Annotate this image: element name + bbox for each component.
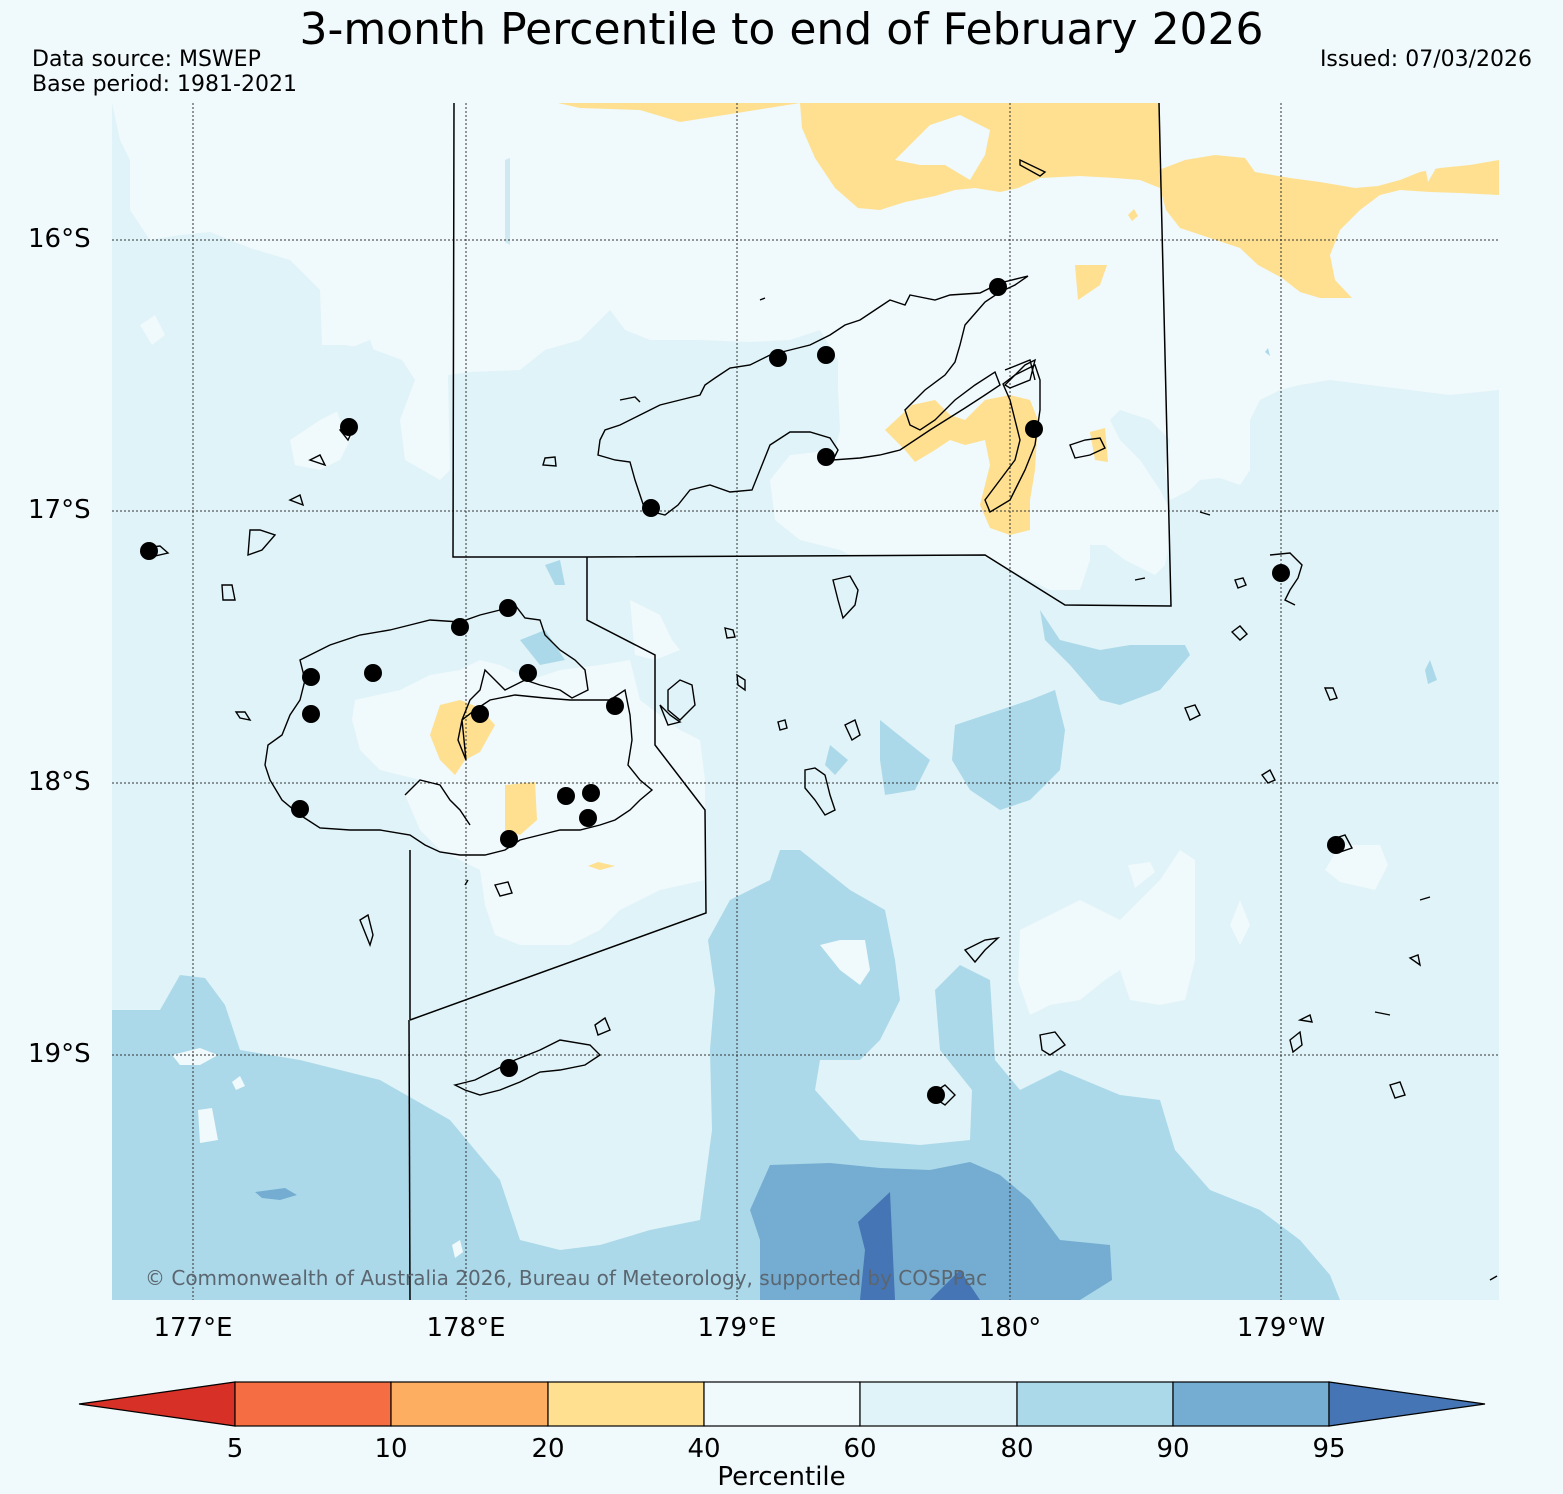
colorbar-bin-90-95: [1172, 1381, 1330, 1427]
colorbar-tick: 20: [531, 1434, 565, 1464]
vanua-levu-coast: [597, 275, 1029, 516]
station-marker: [302, 668, 320, 686]
lon-label-179w: 179°W: [1236, 1313, 1326, 1343]
lat-label-19s: 19°S: [28, 1039, 91, 1069]
lon-label-180: 180°: [978, 1313, 1042, 1343]
base-period-label: Base period: 1981-2021: [32, 72, 297, 97]
station-marker: [1327, 836, 1345, 854]
colorbar-label: Percentile: [717, 1462, 846, 1492]
station-marker: [499, 599, 517, 617]
data-source-label: Data source: MSWEP: [32, 47, 261, 72]
colorbar-tick: 10: [374, 1434, 408, 1464]
colorbar-over-triangle: [1328, 1381, 1486, 1427]
station-marker: [1025, 420, 1043, 438]
station-marker: [451, 618, 469, 636]
copyright-credit: © Commonwealth of Australia 2026, Bureau…: [145, 1266, 988, 1290]
division-boundaries: [408, 103, 1172, 1300]
station-marker: [989, 278, 1007, 296]
colorbar-bin-40-60: [703, 1381, 861, 1427]
colorbar-bin-20-40: [547, 1381, 705, 1427]
colorbar-bin-5-10: [234, 1381, 392, 1427]
colorbar-under-triangle: [78, 1381, 236, 1427]
colorbar-tick: 60: [843, 1434, 877, 1464]
colorbar-tick: 95: [1312, 1434, 1346, 1464]
colorbar-bin-80-90: [1016, 1381, 1174, 1427]
colorbar: [78, 1381, 1486, 1427]
lon-label-178e: 178°E: [426, 1313, 506, 1343]
station-marker: [1272, 564, 1290, 582]
station-marker: [606, 697, 624, 715]
station-marker: [291, 800, 309, 818]
lat-label-16s: 16°S: [28, 224, 91, 254]
lat-label-18s: 18°S: [28, 767, 91, 797]
colorbar-tick: 40: [687, 1434, 721, 1464]
colorbar-bin-10-20: [390, 1381, 549, 1427]
viti-levu-coast: [264, 604, 654, 856]
station-marker: [582, 784, 600, 802]
colorbar-bin-60-80: [859, 1381, 1018, 1427]
lon-label-177e: 177°E: [153, 1313, 233, 1343]
station-marker: [500, 830, 518, 848]
station-marker: [642, 499, 660, 517]
station-marker: [302, 705, 320, 723]
station-marker: [471, 705, 489, 723]
issued-date-label: Issued: 07/03/2026: [1319, 47, 1532, 72]
station-marker: [927, 1086, 945, 1104]
station-marker: [579, 809, 597, 827]
station-markers: [140, 278, 1345, 1104]
station-marker: [817, 346, 835, 364]
station-marker: [557, 787, 575, 805]
lat-label-17s: 17°S: [28, 495, 91, 525]
percentile-field: [112, 103, 1499, 1300]
station-marker: [364, 664, 382, 682]
station-marker: [140, 542, 158, 560]
lon-label-179e: 179°E: [697, 1313, 777, 1343]
station-marker: [817, 448, 835, 466]
station-marker: [769, 349, 787, 367]
map-title: 3-month Percentile to end of February 20…: [299, 4, 1264, 55]
station-marker: [519, 664, 537, 682]
station-marker: [500, 1059, 518, 1077]
colorbar-tick: 80: [1000, 1434, 1034, 1464]
station-marker: [340, 418, 358, 436]
colorbar-tick: 90: [1156, 1434, 1190, 1464]
colorbar-tick: 5: [226, 1434, 244, 1464]
